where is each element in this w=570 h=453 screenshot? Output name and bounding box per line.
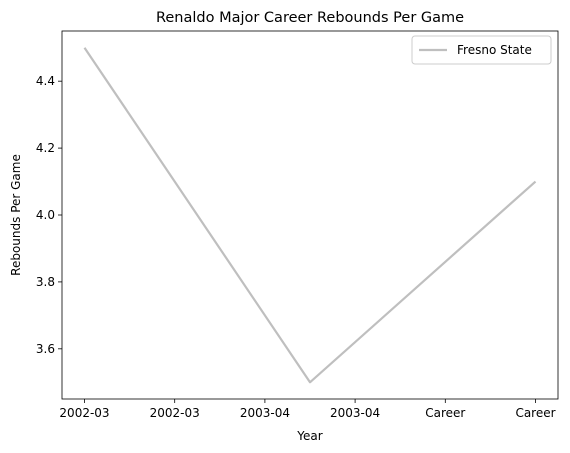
series-layer [83, 47, 537, 384]
x-tick-label: Career [425, 406, 465, 420]
x-axis-label: Year [296, 429, 322, 443]
legend-label-fresno-state: Fresno State [457, 43, 532, 57]
x-tick-label: 2003-04 [240, 406, 290, 420]
chart-title: Renaldo Major Career Rebounds Per Game [156, 10, 464, 26]
y-tick-label: 3.8 [36, 275, 55, 289]
x-tick-label: 2002-03 [59, 406, 109, 420]
plot-area [61, 30, 559, 400]
y-tick-label: 4.0 [36, 208, 55, 222]
series-line-0 [83, 47, 537, 384]
y-tick-label: 4.2 [36, 141, 55, 155]
x-axis: 2002-03 2002-03 2003-04 2003-04 Career Career [59, 399, 556, 420]
legend-box [411, 35, 552, 65]
x-tick-label: 2003-04 [330, 406, 380, 420]
y-tick-label: 3.6 [36, 342, 55, 356]
x-tick-label: Career [515, 406, 555, 420]
y-tick-label: 4.4 [36, 74, 55, 88]
y-axis: 3.6 3.8 4.0 4.2 4.4 [36, 74, 62, 356]
x-tick-label: 2002-03 [150, 406, 200, 420]
y-axis-label: Rebounds Per Game [9, 154, 23, 276]
legend: Fresno State [411, 35, 552, 65]
plot-frame [61, 30, 559, 400]
